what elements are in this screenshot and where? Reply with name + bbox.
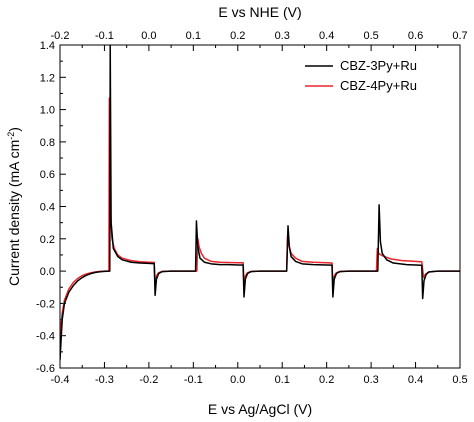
x2-tick-label: -0.2 — [51, 30, 70, 42]
y-tick-label: 0.8 — [40, 137, 55, 149]
x2-tick-label: -0.1 — [95, 30, 114, 42]
x-tick-label: -0.4 — [51, 374, 70, 386]
top-x-axis-title: E vs NHE (V) — [218, 4, 301, 20]
y-tick-label: 1.4 — [40, 40, 55, 52]
y-axis-title-main: Current density (mA cm — [6, 140, 22, 286]
y-tick-label: 1.2 — [40, 72, 55, 84]
y-tick-label: -0.4 — [36, 331, 55, 343]
plot-frame — [59, 44, 461, 369]
x2-tick-label: 0.3 — [275, 30, 290, 42]
x2-tick-label: 0.6 — [408, 30, 423, 42]
x-tick-label: 0.2 — [319, 374, 334, 386]
y-axis-ticks: -0.6 -0.4 -0.2 0.0 0.2 0.4 0.6 0.8 1.0 1.2 1.4 — [36, 40, 66, 375]
y-tick-label: 1.0 — [40, 105, 55, 117]
x-tick-label: -0.2 — [139, 374, 158, 386]
y-axis-title-superscript: -2 — [6, 132, 16, 140]
x-tick-label: 0.0 — [230, 374, 245, 386]
y-tick-label: 0.6 — [40, 169, 55, 181]
y-tick-label: 0.4 — [40, 202, 55, 214]
x-tick-label: -0.3 — [95, 374, 114, 386]
x-tick-label: 0.3 — [363, 374, 378, 386]
x-tick-label: 0.4 — [408, 374, 423, 386]
legend-label-cbz4py: CBZ-4Py+Ru — [340, 78, 417, 93]
x-tick-label: 0.1 — [275, 374, 290, 386]
x2-tick-label: 0.1 — [186, 30, 201, 42]
x2-tick-label: 0.5 — [363, 30, 378, 42]
bottom-x-axis-title: E vs Ag/AgCl (V) — [208, 401, 312, 417]
y-tick-label: -0.2 — [36, 298, 55, 310]
y-tick-label: 0.0 — [40, 266, 55, 278]
legend: CBZ-3Py+Ru CBZ-4Py+Ru — [305, 58, 417, 93]
x-axis-bottom-ticks: -0.4 -0.3 -0.2 -0.1 0.0 0.1 0.2 0.3 0.4 0.5 — [51, 362, 468, 386]
series-line-0 — [60, 45, 460, 360]
y-axis-title-close: ) — [6, 127, 22, 132]
series-line-1 — [60, 97, 460, 336]
x2-tick-label: 0.7 — [452, 30, 467, 42]
legend-label-cbz3py: CBZ-3Py+Ru — [340, 58, 417, 73]
x2-tick-label: 0.0 — [141, 30, 156, 42]
y-axis-title: Current density (mA cm-2) — [6, 127, 22, 286]
x-axis-top-ticks: -0.2 -0.1 0.0 0.1 0.2 0.3 0.4 0.5 0.6 0.7 — [51, 30, 468, 51]
x-tick-label: 0.5 — [452, 374, 467, 386]
series-layer — [60, 45, 460, 360]
x2-tick-label: 0.2 — [230, 30, 245, 42]
x2-tick-label: 0.4 — [319, 30, 334, 42]
y-tick-label: 0.2 — [40, 234, 55, 246]
x-tick-label: -0.1 — [184, 374, 203, 386]
y-tick-label: -0.6 — [36, 363, 55, 375]
